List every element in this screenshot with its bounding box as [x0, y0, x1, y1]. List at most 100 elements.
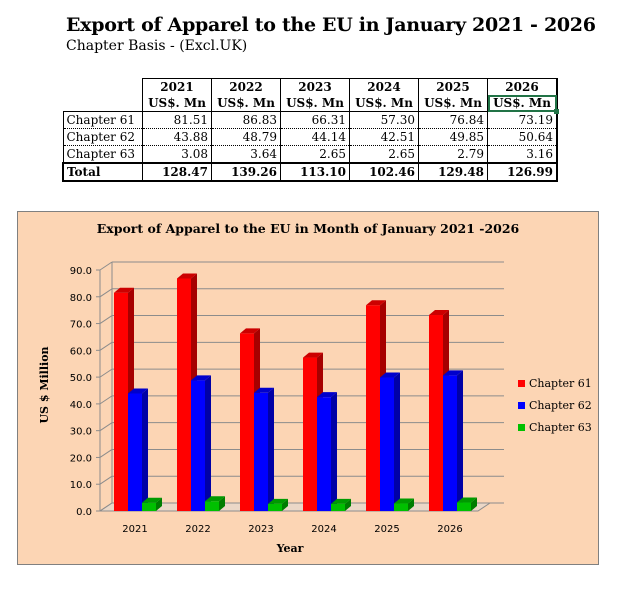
x-tick-label: 2023 [248, 524, 273, 535]
bar-front [240, 333, 254, 511]
total-cell[interactable]: 126.99 [487, 162, 558, 182]
unit-header[interactable]: US$. Mn [349, 95, 419, 112]
table-total-row: Total 128.47 139.26 113.10 102.46 129.48… [62, 162, 558, 182]
bar-front [380, 377, 394, 511]
bar-side [331, 392, 337, 511]
page-subtitle: Chapter Basis - (Excl.UK) [66, 38, 248, 54]
bar-front [114, 292, 128, 511]
bar-chapter-63-2022 [205, 496, 225, 511]
bars [114, 273, 477, 511]
side-gridline [99, 368, 113, 378]
x-axis-label: Year [276, 542, 304, 555]
bar-top [114, 287, 134, 293]
bar-front [205, 501, 219, 511]
row-label[interactable]: Chapter 63 [62, 145, 143, 164]
bar-side [394, 372, 400, 511]
total-cell[interactable]: 113.10 [280, 162, 350, 182]
bar-front [268, 503, 282, 511]
year-header[interactable]: 2021 [142, 78, 212, 95]
legend-item-chapter-62[interactable]: Chapter 62 [518, 394, 592, 416]
side-gridline [99, 395, 113, 405]
bar-side [268, 387, 274, 511]
x-ticks: 2021 2022 2023 2024 2025 2026 [122, 524, 462, 535]
y-tick-label: 50.0 [70, 373, 92, 384]
bar-top [331, 498, 351, 504]
table-cell[interactable]: 66.31 [280, 111, 350, 129]
year-header[interactable]: 2024 [349, 78, 419, 95]
y-tick-label: 0.0 [76, 507, 92, 518]
y-tick-label: 30.0 [70, 427, 92, 438]
table-row: Chapter 61 81.51 86.83 66.31 57.30 76.84… [62, 111, 558, 129]
side-gridline [99, 475, 113, 485]
legend-item-chapter-61[interactable]: Chapter 61 [518, 372, 592, 394]
table-header-units: US$. Mn US$. Mn US$. Mn US$. Mn US$. Mn … [63, 95, 559, 114]
bar-front [443, 375, 457, 511]
bar-chapter-63-2024 [331, 498, 351, 511]
bar-top [240, 328, 260, 334]
selected-cell[interactable]: US$. Mn [487, 95, 559, 114]
table-cell[interactable]: 2.65 [349, 145, 419, 164]
side-gridline [99, 288, 113, 298]
export-table: 2021 2022 2023 2024 2025 2026 US$. Mn US… [62, 78, 559, 182]
bar-side [205, 375, 211, 511]
bar-top [380, 372, 400, 378]
bar-top [268, 498, 288, 504]
bar-front [142, 502, 156, 511]
total-cell[interactable]: 139.26 [211, 162, 281, 182]
table-row: Chapter 62 43.88 48.79 44.14 42.51 49.85… [62, 128, 558, 146]
legend-swatch [518, 401, 525, 409]
bar-top [394, 498, 414, 504]
chart-legend[interactable]: Chapter 61 Chapter 62 Chapter 63 [518, 372, 592, 438]
year-header[interactable]: 2022 [211, 78, 281, 95]
fill-handle[interactable] [554, 109, 559, 114]
table-cell[interactable]: 44.14 [280, 128, 350, 146]
table-cell[interactable]: 49.85 [418, 128, 488, 146]
bar-front [394, 503, 408, 511]
table-cell[interactable]: 86.83 [211, 111, 281, 129]
bar-side [345, 498, 351, 511]
bar-side [408, 498, 414, 511]
legend-swatch [518, 423, 525, 431]
table-cell[interactable]: 73.19 [487, 111, 558, 129]
total-cell[interactable]: 102.46 [349, 162, 419, 182]
unit-header[interactable]: US$. Mn [280, 95, 350, 112]
year-header[interactable]: 2026 [487, 78, 558, 95]
bar-front [331, 503, 345, 511]
bar-chapter-62-2026 [443, 370, 463, 511]
x-tick-label: 2021 [122, 524, 147, 535]
total-label[interactable]: Total [62, 162, 143, 182]
bar-top [457, 497, 477, 503]
bar-side [282, 498, 288, 511]
y-tick-label: 90.0 [70, 266, 92, 277]
bar-top [443, 370, 463, 376]
bar-side [156, 497, 162, 511]
bar-front [429, 315, 443, 511]
unit-header[interactable]: US$. Mn [418, 95, 488, 112]
y-tick-label: 20.0 [70, 453, 92, 464]
unit-header[interactable]: US$. Mn [142, 95, 212, 112]
year-header[interactable]: 2025 [418, 78, 488, 95]
table-cell[interactable]: 76.84 [418, 111, 488, 129]
bar-top [429, 310, 449, 316]
table-cell[interactable]: 43.88 [142, 128, 212, 146]
bar-side [471, 497, 477, 511]
bar-top [177, 273, 197, 279]
table-cell[interactable]: 50.64 [487, 128, 558, 146]
bar-top [205, 496, 225, 502]
chart-title: Export of Apparel to the EU in Month of … [97, 221, 520, 236]
bar-chapter-63-2026 [457, 497, 477, 511]
table-cell[interactable]: 81.51 [142, 111, 212, 129]
total-cell[interactable]: 129.48 [418, 162, 488, 182]
bar-chapter-62-2022 [191, 375, 211, 511]
table-cell[interactable]: 3.08 [142, 145, 212, 164]
row-label[interactable]: Chapter 61 [62, 111, 143, 129]
legend-item-chapter-63[interactable]: Chapter 63 [518, 416, 592, 438]
bar-top [303, 352, 323, 358]
x-tick-label: 2022 [185, 524, 210, 535]
row-label[interactable]: Chapter 62 [62, 128, 143, 146]
table-cell[interactable]: 48.79 [211, 128, 281, 146]
legend-label: Chapter 62 [529, 398, 592, 412]
legend-label: Chapter 63 [529, 420, 592, 434]
total-cell[interactable]: 128.47 [142, 162, 212, 182]
y-tick-label: 60.0 [70, 346, 92, 357]
